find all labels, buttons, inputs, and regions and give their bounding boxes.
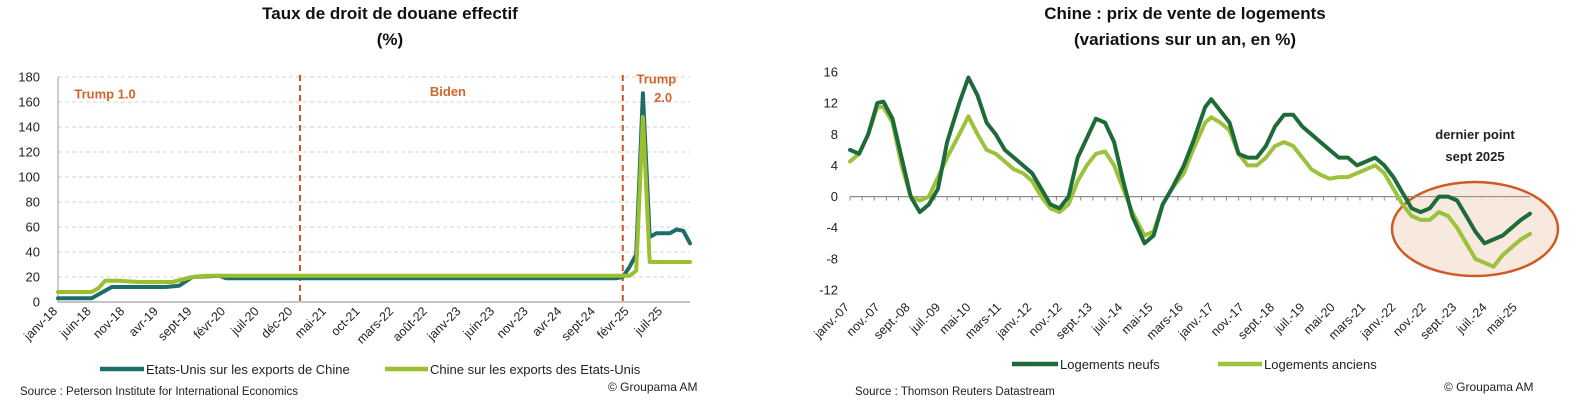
right-title-line2: (variations sur un an, en %) [1074, 30, 1296, 49]
right-series-line-anciens [848, 105, 1532, 269]
left-legend-label-us: Etats-Unis sur les exports de Chine [146, 362, 350, 377]
left-title-line1: Taux de droit de douane effectif [262, 4, 518, 23]
left-annotation-label: 2.0 [654, 90, 672, 105]
left-y-tick-label: 180 [18, 70, 40, 85]
left-y-tick-label: 140 [18, 120, 40, 135]
left-x-tick-label: mai-21 [292, 304, 329, 341]
right-y-tick-label: -8 [826, 251, 838, 266]
right-y-tick-label: 16 [824, 65, 838, 80]
right-y-tick-label: 4 [831, 158, 838, 173]
left-x-tick-label: juin-23 [460, 304, 497, 341]
left-y-tick-label: 20 [26, 270, 40, 285]
right-annotation-line1: dernier point [1435, 127, 1515, 142]
left-x-tick-label: févr-25 [594, 304, 631, 341]
right-series-line-neufs [848, 75, 1532, 246]
right-annotation-line2: sept 2025 [1445, 149, 1504, 164]
left-x-tick-label: mars-22 [354, 304, 396, 346]
left-y-tick-label: 160 [18, 95, 40, 110]
left-x-tick-label: août-22 [390, 304, 430, 344]
right-x-tick-label: mai-25 [1483, 300, 1520, 337]
right-x-tick-label: juil.-19 [1271, 300, 1308, 337]
left-source: Source : Peterson Institute for Internat… [20, 386, 299, 398]
left-chart-panel: Taux de droit de douane effectif (%) 0 20… [0, 0, 780, 400]
left-chart-svg: 020406080100120140160180janv-18juin-18no… [18, 70, 692, 377]
left-legend-label-china: Chine sur les exports des Etats-Unis [430, 362, 641, 377]
left-x-tick-label: juil-20 [228, 304, 262, 338]
right-x-tick-label: juil.-14 [1089, 300, 1126, 337]
right-y-tick-label: -12 [819, 283, 838, 298]
left-x-tick-label: févr-20 [191, 304, 228, 341]
right-copyright: © Groupama AM [1444, 380, 1534, 394]
right-legend-label-anciens: Logements anciens [1264, 357, 1377, 372]
left-y-tick-label: 0 [33, 295, 40, 310]
left-y-tick-label: 60 [26, 220, 40, 235]
right-y-tick-label: 0 [831, 189, 838, 204]
left-x-tick-label: juil-25 [631, 304, 665, 338]
left-x-tick-label: sept-19 [155, 304, 194, 343]
right-title-line1: Chine : prix de vente de logements [1044, 4, 1326, 23]
right-y-tick-label: 8 [831, 127, 838, 142]
left-title-line2: (%) [376, 30, 404, 49]
right-x-tick-label: janv.-07 [811, 300, 852, 341]
right-y-tick-label: -4 [826, 220, 838, 235]
left-x-tick-label: nov-18 [90, 304, 127, 341]
left-y-tick-label: 100 [18, 170, 40, 185]
left-x-tick-label: janv-18 [21, 304, 61, 344]
right-y-tick-label: 12 [824, 96, 838, 111]
left-series-line-china [56, 115, 692, 294]
right-chart-title: Chine : prix de vente de logements (vari… [800, 1, 1570, 53]
right-legend-label-neufs: Logements neufs [1060, 357, 1160, 372]
left-series-line-us [56, 91, 692, 301]
left-y-tick-label: 80 [26, 195, 40, 210]
right-chart-svg: -12-8-40481216janv.-07nov.-07sept.-08jui… [811, 65, 1560, 372]
left-copyright: © Groupama AM [608, 380, 698, 394]
left-annotation-label: Biden [430, 84, 466, 99]
right-x-tick-label: juil.-09 [907, 300, 944, 337]
left-y-tick-label: 120 [18, 145, 40, 160]
left-x-tick-label: sept-24 [559, 304, 598, 343]
left-x-tick-label: janv-23 [424, 304, 464, 344]
right-chart-panel: Chine : prix de vente de logements (vari… [800, 0, 1570, 400]
left-x-tick-label: nov-23 [494, 304, 531, 341]
left-x-tick-label: juin-18 [57, 304, 94, 341]
left-annotation-label: Trump [637, 71, 677, 86]
right-x-tick-label: juil.-24 [1453, 300, 1490, 337]
left-y-tick-label: 40 [26, 245, 40, 260]
left-x-tick-label: déc-20 [259, 304, 296, 341]
right-source: Source : Thomson Reuters Datastream [855, 386, 1055, 398]
left-annotation-label: Trump 1.0 [74, 86, 135, 101]
left-chart-title: Taux de droit de douane effectif (%) [0, 1, 780, 53]
